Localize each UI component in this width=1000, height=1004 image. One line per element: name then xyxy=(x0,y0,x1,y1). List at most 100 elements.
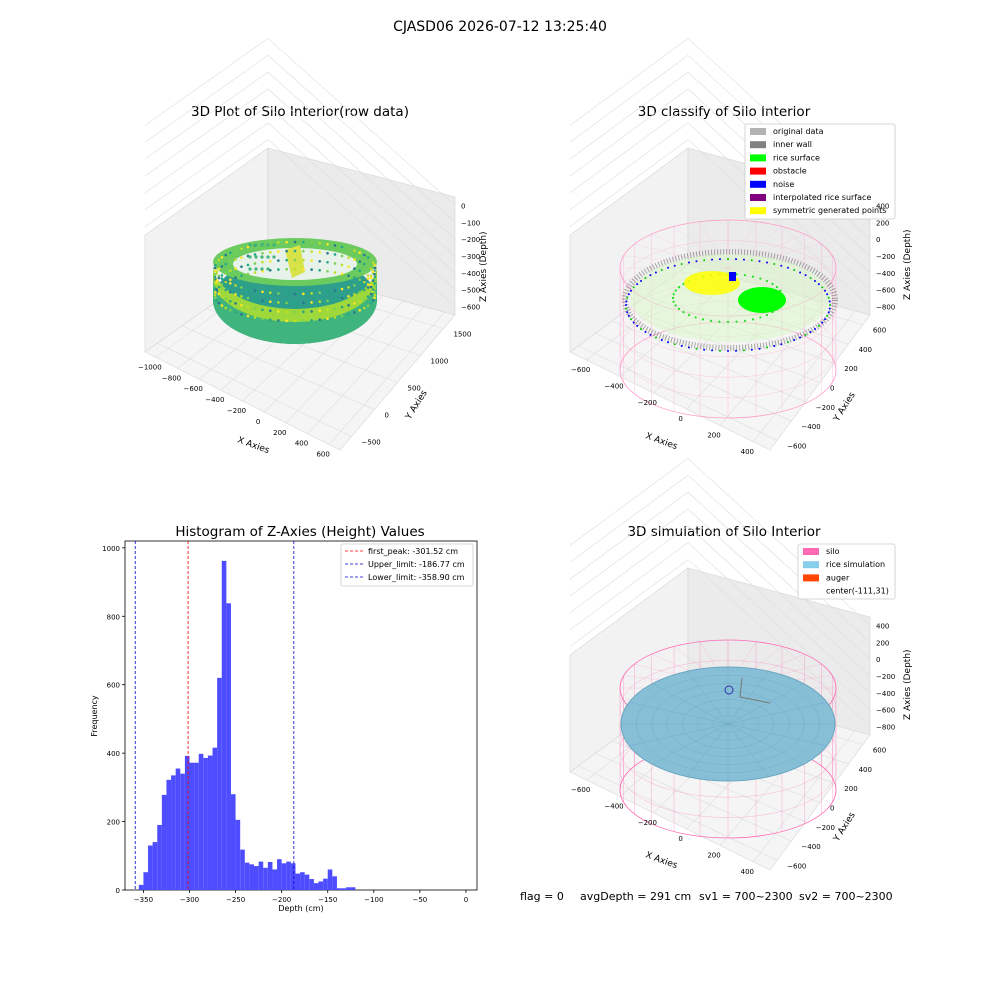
legend-label: center(-111,31) xyxy=(826,587,889,596)
classify-point xyxy=(711,349,714,352)
classify-point xyxy=(775,286,779,289)
cloud-point xyxy=(318,250,322,254)
cloud-point xyxy=(326,269,329,273)
cloud-point xyxy=(234,276,237,279)
x-tick-label: 200 xyxy=(273,429,286,437)
cloud-point xyxy=(302,249,305,253)
classify-point xyxy=(817,283,820,286)
panel-classify-noise-cluster xyxy=(729,272,736,281)
panel-classify-surface-fill xyxy=(630,254,830,342)
grid-line-z xyxy=(687,559,871,727)
cloud-point xyxy=(261,269,264,273)
classify-point xyxy=(711,258,714,261)
cloud-point xyxy=(371,261,375,264)
cloud-point xyxy=(268,309,272,313)
x-tick-label: 400 xyxy=(295,440,308,448)
z-tick-label: −800 xyxy=(876,304,895,312)
grid-line-z xyxy=(144,122,269,210)
classify-point xyxy=(688,313,691,317)
cloud-point xyxy=(217,258,221,262)
classify-point xyxy=(773,344,776,347)
cloud-point xyxy=(373,275,377,279)
panel-classify-ticks: −600 −400 −200 0 200 400 −600 −400 −200 0 200 400 60… xyxy=(571,202,895,455)
cloud-point xyxy=(310,259,313,262)
panel-simulation-auger xyxy=(724,677,771,704)
cloud-point xyxy=(224,280,228,284)
x-tick-label: −400 xyxy=(604,803,623,811)
histogram-bar xyxy=(323,878,328,890)
cloud-point xyxy=(285,292,288,296)
histogram-bar xyxy=(332,876,337,890)
legend-label: Lower_limit: -358.90 cm xyxy=(368,573,465,582)
cloud-point xyxy=(268,268,272,272)
cloud-point xyxy=(353,258,356,261)
grid-line-z xyxy=(569,475,689,563)
panel-simulation-legend: silo rice simulation auger center(-111,31) xyxy=(797,543,896,600)
legend-label: rice simulation xyxy=(826,560,885,569)
cloud-point xyxy=(333,298,337,301)
classify-point xyxy=(718,258,721,261)
cloud-point xyxy=(302,292,305,296)
legend-swatch xyxy=(750,128,766,135)
legend-swatch xyxy=(803,574,819,582)
x-tick-label: −200 xyxy=(227,407,246,415)
cloud-point xyxy=(373,266,377,270)
histogram-axes: −350 −300 −250 −200 −150 −100 −50 0 0 200 400 600 80… xyxy=(102,545,468,904)
cloud-point xyxy=(340,263,344,267)
histogram-bar xyxy=(226,603,231,890)
z-tick-label: −100 xyxy=(461,219,480,227)
classify-point xyxy=(735,349,738,352)
cloud-point xyxy=(246,296,250,300)
classify-point xyxy=(804,274,807,277)
z-tick-label: 0 xyxy=(876,236,880,244)
grid-line-z xyxy=(569,508,689,597)
cloud-point xyxy=(253,289,257,292)
cloud-point xyxy=(310,268,313,271)
cloud-point xyxy=(234,258,237,261)
cloud-point xyxy=(277,319,280,322)
cloud-point xyxy=(268,291,272,295)
cloud-point xyxy=(217,292,221,296)
cloud-point xyxy=(366,283,370,286)
classify-point xyxy=(758,347,761,350)
cloud-point xyxy=(234,267,237,270)
cloud-point xyxy=(358,299,362,303)
panel-classify-rice-cluster xyxy=(738,287,786,313)
cloud-point xyxy=(369,285,373,289)
cloud-point xyxy=(373,290,376,294)
y-tick-label: 0 xyxy=(830,385,834,393)
classify-point xyxy=(626,311,629,314)
cloud-point xyxy=(326,299,329,303)
histogram-bar xyxy=(143,872,149,890)
cloud-point xyxy=(228,290,232,294)
histogram-bar xyxy=(148,845,153,890)
cloud-point xyxy=(220,283,224,286)
classify-point xyxy=(695,347,698,350)
cloud-point xyxy=(220,274,224,277)
cloud-point xyxy=(353,249,356,252)
cloud-point xyxy=(224,306,228,310)
classify-point xyxy=(718,349,721,352)
cloud-point xyxy=(215,270,219,273)
cloud-point xyxy=(358,251,362,255)
x-tick-label: 0 xyxy=(256,418,260,426)
panel-classify-legend: original data inner wall rice surface obsta… xyxy=(744,123,896,220)
cloud-point xyxy=(373,263,376,267)
cloud-point xyxy=(246,245,250,249)
classify-point xyxy=(680,344,683,347)
cloud-point xyxy=(277,241,280,244)
legend-label: rice surface xyxy=(773,153,820,162)
cloud-point xyxy=(285,301,288,305)
cloud-point xyxy=(253,253,257,256)
grid-line-z xyxy=(569,542,689,630)
z-tick-label: 0 xyxy=(876,656,880,664)
cloud-point xyxy=(220,286,224,289)
x-tick-label: −100 xyxy=(364,896,383,904)
cloud-point xyxy=(277,268,280,271)
cloud-point xyxy=(358,269,362,273)
x-tick-label: −400 xyxy=(604,383,623,391)
legend-swatch xyxy=(750,180,766,188)
cloud-point xyxy=(362,280,366,284)
cloud-point xyxy=(340,254,344,258)
grid-line-z xyxy=(267,38,456,206)
